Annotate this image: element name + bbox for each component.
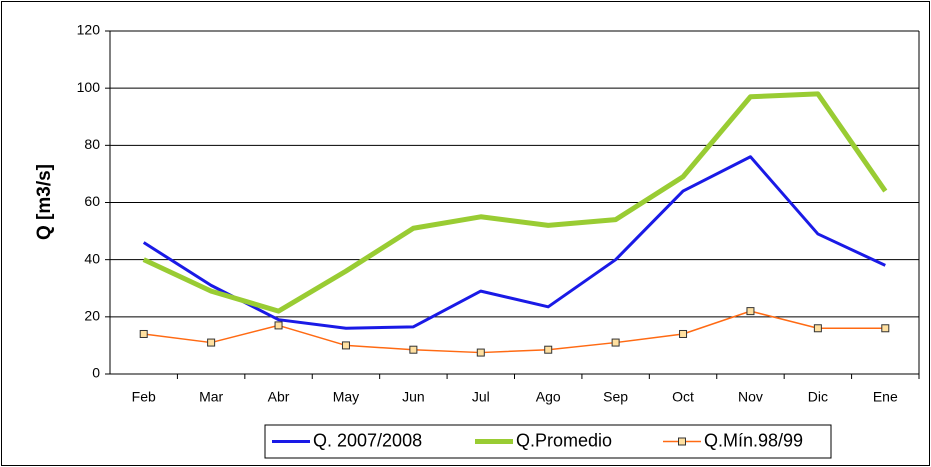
x-tick-label: Feb [132,389,156,405]
legend-label: Q.Mín.98/99 [704,430,803,450]
legend-box [264,424,832,459]
y-tick-label: 60 [84,193,100,209]
y-tick-label: 40 [84,250,100,266]
marker [274,321,283,330]
marker [139,329,148,338]
marker [476,348,485,357]
y-tick-label: 0 [92,365,100,381]
marker [881,324,890,333]
y-tick-label: 100 [77,79,101,95]
line [142,91,888,314]
marker [813,324,822,333]
y-axis-label: Q [m3/s] [34,164,55,240]
marker [409,345,418,354]
line [143,310,886,354]
x-tick-label: Nov [738,389,763,405]
x-tick-label: Ago [536,389,561,405]
marker [544,345,553,354]
x-tick-label: Mar [199,389,223,405]
line [142,155,886,330]
x-tick-label: Abr [268,389,290,405]
marker [746,307,755,316]
x-tick-label: Jul [472,389,490,405]
x-tick-label: Sep [603,389,628,405]
legend-marker [678,437,686,446]
x-tick-label: Ene [873,389,898,405]
x-tick-label: May [333,389,359,405]
x-tick-label: Oct [672,389,694,405]
y-tick-label: 120 [77,22,101,38]
legend-label: Q. 2007/2008 [313,430,422,450]
x-tick-label: Jun [402,389,425,405]
marker [611,338,620,347]
y-tick-label: 20 [84,308,100,324]
x-tick-label: Dic [808,389,828,405]
marker [207,338,216,347]
marker [341,341,350,350]
legend-label: Q.Promedio [516,430,612,450]
y-tick-label: 80 [84,136,100,152]
marker [679,329,688,338]
